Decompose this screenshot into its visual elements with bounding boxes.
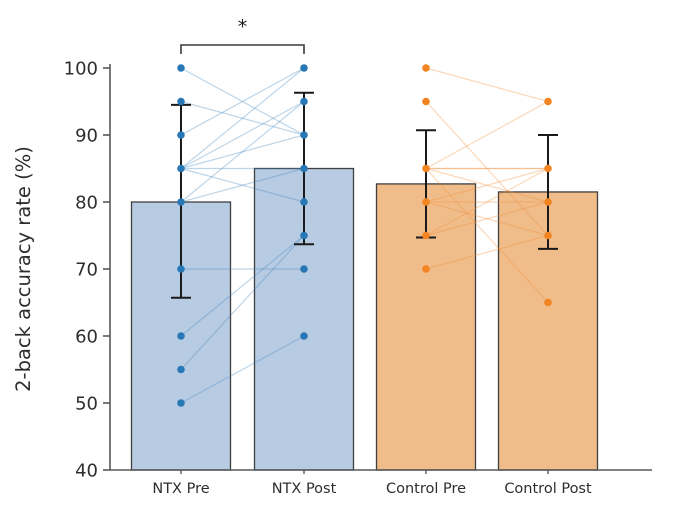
subject-line-ntx <box>180 167 305 203</box>
data-point-ntx-post <box>300 265 308 273</box>
data-point-ntx-post <box>300 64 308 72</box>
subject-line-ntx <box>180 100 305 136</box>
data-point-ntx-pre <box>177 64 185 72</box>
x-tick-label: NTX Pre <box>152 481 209 497</box>
data-point-control-pre <box>422 164 430 173</box>
data-point-control-post <box>544 164 552 173</box>
subject-line-ntx <box>180 235 305 370</box>
data-point-ntx-pre <box>177 131 185 139</box>
data-point-ntx-pre <box>177 265 185 273</box>
data-point-ntx-post <box>300 198 308 206</box>
data-point-control-post <box>544 298 552 307</box>
subject-line-control <box>425 234 549 270</box>
subject-line-ntx <box>180 67 305 136</box>
data-point-ntx-post <box>300 231 308 240</box>
data-point-control-pre <box>422 97 430 106</box>
subject-line-ntx <box>180 67 305 169</box>
data-point-ntx-post <box>300 332 308 340</box>
y-tick-label: 60 <box>75 327 98 348</box>
subject-line-control <box>425 201 549 237</box>
data-point-ntx-pre <box>177 332 185 340</box>
x-tick-label: Control Pre <box>386 481 466 497</box>
subject-line-ntx <box>180 67 305 136</box>
data-point-control-post <box>544 97 552 106</box>
data-point-ntx-post <box>300 131 308 139</box>
subject-line-control <box>425 168 549 303</box>
subject-line-control <box>425 167 549 237</box>
subject-line-control <box>425 201 549 237</box>
y-axis-title: 2-back accuracy rate (%) <box>12 146 35 392</box>
subject-line-ntx <box>180 134 305 170</box>
subject-line-ntx <box>180 100 305 170</box>
subject-line-control <box>425 167 549 203</box>
data-point-ntx-post <box>300 164 308 173</box>
y-tick-label: 100 <box>64 59 98 80</box>
x-tick-label: NTX Post <box>272 481 337 497</box>
subject-line-control <box>425 67 549 103</box>
subject-line-ntx <box>180 235 305 337</box>
data-point-ntx-pre <box>177 399 185 407</box>
subject-line-ntx <box>180 167 305 203</box>
data-point-ntx-pre <box>177 164 185 173</box>
data-point-ntx-pre <box>177 365 185 374</box>
subject-line-control <box>425 100 549 170</box>
y-tick-label: 90 <box>75 126 98 147</box>
subject-line-control <box>425 101 549 236</box>
y-tick-label: 40 <box>75 461 98 482</box>
data-point-ntx-post <box>300 97 308 106</box>
y-tick-label: 50 <box>75 394 98 415</box>
x-tick-label: Control Post <box>504 481 592 497</box>
chart-dynamic-layer: 40 50 60 70 80 90 100 NTX Pre NTX Post Control Pr… <box>64 16 652 497</box>
data-point-control-pre <box>422 198 430 206</box>
data-point-control-post <box>544 198 552 206</box>
y-tick-label: 70 <box>75 260 98 281</box>
subject-line-ntx <box>180 335 305 404</box>
significance-bracket <box>180 44 305 54</box>
data-point-ntx-pre <box>177 198 185 206</box>
subject-line-control <box>425 167 549 203</box>
significance-star: * <box>238 16 248 38</box>
data-point-ntx-pre <box>177 97 185 106</box>
subject-line-ntx <box>180 101 305 203</box>
data-point-control-pre <box>422 231 430 240</box>
y-tick-label: 80 <box>75 193 98 214</box>
data-point-control-post <box>544 231 552 240</box>
data-point-control-pre <box>422 64 430 72</box>
data-point-control-pre <box>422 265 430 273</box>
